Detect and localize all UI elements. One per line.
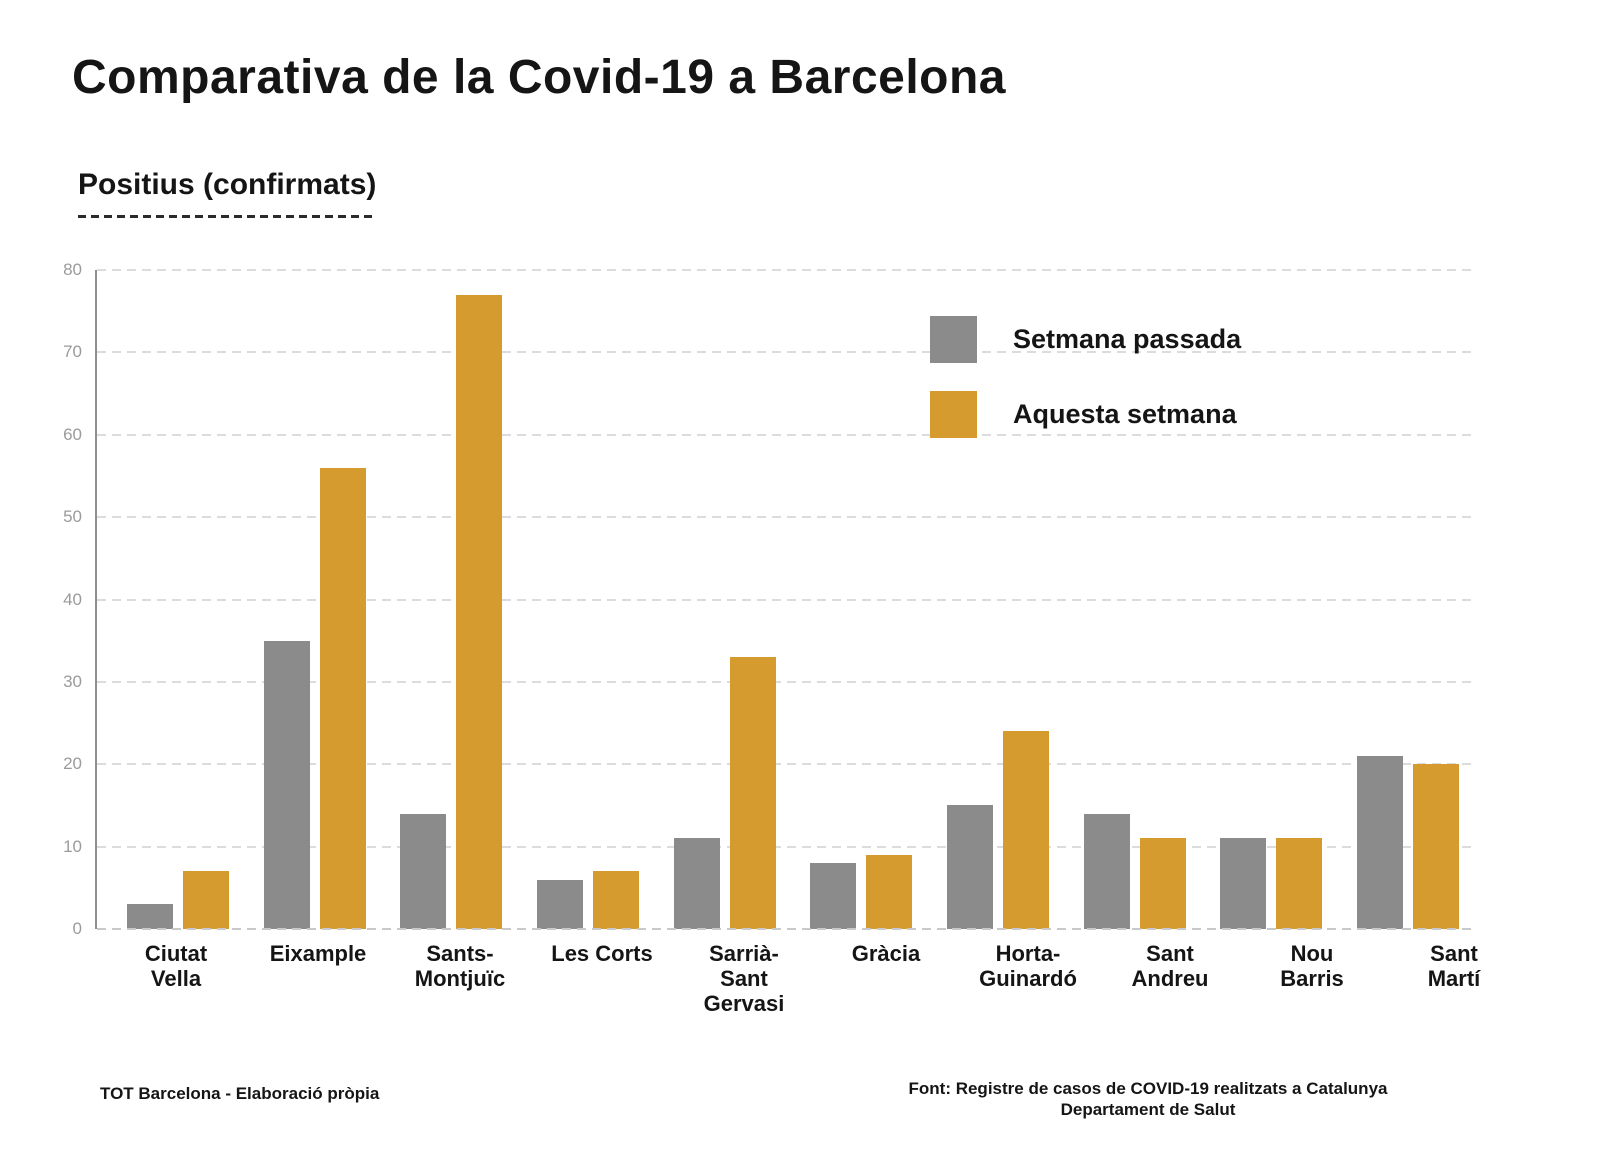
x-axis-label: Sants- Montjuïc xyxy=(414,941,506,991)
bar-groups xyxy=(97,270,1477,929)
bar-group-ciutat-vella xyxy=(127,270,229,929)
credit-line-1: Font: Registre de casos de COVID-19 real… xyxy=(908,1079,1388,1098)
y-tick-label: 10 xyxy=(63,836,82,856)
plot-area: Setmana passada Aquesta setmana xyxy=(95,269,1477,930)
bar-aquesta-setmana xyxy=(319,467,366,929)
legend-label: Setmana passada xyxy=(1013,324,1242,354)
y-axis-tick-labels: 0 10 20 30 40 50 60 70 80 xyxy=(0,260,86,938)
bar-group-gr-cia xyxy=(810,270,913,929)
bar-aquesta-setmana xyxy=(729,657,776,929)
x-axis-label: Les Corts xyxy=(551,941,653,966)
y-tick-label: 0 xyxy=(72,919,82,938)
bar-group-les-corts xyxy=(536,270,639,929)
bar-aquesta-setmana xyxy=(1002,731,1049,929)
bar-setmana-passada xyxy=(263,640,310,929)
x-axis-label: Gràcia xyxy=(851,941,921,966)
y-tick-label: 70 xyxy=(63,342,82,362)
bar-group-sant-andreu xyxy=(1083,270,1186,929)
bar-setmana-passada xyxy=(400,813,447,929)
legend-label: Aquesta setmana xyxy=(1013,399,1237,429)
credit-source-right: Font: Registre de casos de COVID-19 real… xyxy=(848,1078,1448,1120)
bar-setmana-passada xyxy=(1083,813,1130,929)
bar-group-sants-montju-c xyxy=(400,270,503,929)
legend-swatch-gray xyxy=(930,316,977,363)
bar-aquesta-setmana xyxy=(866,854,913,929)
legend-item-aquesta-setmana: Aquesta setmana xyxy=(930,391,1241,438)
x-axis-category-labels: Ciutat Vella Eixample Sants- Montjuïc Les C… xyxy=(95,941,1523,1016)
bar-aquesta-setmana xyxy=(456,294,503,929)
bar-aquesta-setmana xyxy=(1139,838,1186,929)
x-axis-label: Horta- Guinardó xyxy=(979,941,1077,991)
legend-item-setmana-passada: Setmana passada xyxy=(930,316,1241,363)
chart-subtitle: Positius (confirmats) xyxy=(78,168,377,201)
x-axis-label: Nou Barris xyxy=(1280,941,1344,991)
credit-source-left: TOT Barcelona - Elaboració pròpia xyxy=(100,1084,380,1103)
bar-setmana-passada xyxy=(1356,756,1403,929)
bar-group-sarri-sant-gervasi xyxy=(673,270,776,929)
bar-setmana-passada xyxy=(673,838,720,929)
y-tick-label: 30 xyxy=(63,671,82,691)
bar-group-horta-guinard- xyxy=(946,270,1049,929)
y-tick-label: 60 xyxy=(63,424,82,444)
bar-setmana-passada xyxy=(536,879,583,929)
x-axis-label: Eixample xyxy=(269,941,367,966)
bar-setmana-passada xyxy=(1220,838,1267,929)
bar-aquesta-setmana xyxy=(1412,764,1459,929)
bar-setmana-passada xyxy=(946,805,993,929)
y-tick-label: 40 xyxy=(63,589,82,609)
bar-aquesta-setmana xyxy=(183,871,229,929)
y-tick-label: 50 xyxy=(63,507,82,527)
page-title: Comparativa de la Covid-19 a Barcelona xyxy=(72,51,1006,104)
credit-line-2: Departament de Salut xyxy=(1060,1100,1236,1119)
x-axis-label: Sarrià- Sant Gervasi xyxy=(703,941,785,1016)
bar-group-sant-mart- xyxy=(1356,270,1459,929)
y-tick-label: 20 xyxy=(63,754,82,774)
legend: Setmana passada Aquesta setmana xyxy=(930,316,1241,438)
legend-swatch-orange xyxy=(930,391,977,438)
x-axis-label: Ciutat Vella xyxy=(144,941,208,991)
bar-setmana-passada xyxy=(810,863,857,929)
x-axis-label: Sant Andreu xyxy=(1131,941,1209,991)
bar-aquesta-setmana xyxy=(1276,838,1323,929)
bar-setmana-passada xyxy=(127,904,173,929)
subtitle-dashed-underline xyxy=(78,215,374,218)
x-axis-label: Sant Martí xyxy=(1427,941,1481,991)
bar-group-eixample xyxy=(263,270,366,929)
y-tick-label: 80 xyxy=(63,260,82,279)
bar-group-nou-barris xyxy=(1220,270,1323,929)
bar-aquesta-setmana xyxy=(592,871,639,929)
